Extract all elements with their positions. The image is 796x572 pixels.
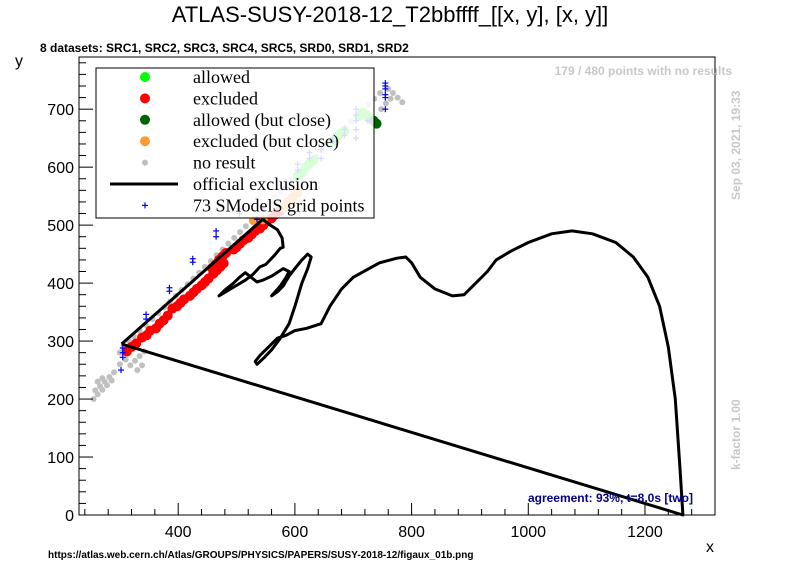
grid-point <box>382 106 389 113</box>
chart-title: ATLAS-SUSY-2018-12_T2bbffff_[[x, y], [x,… <box>172 2 609 27</box>
y-tick-label: 100 <box>47 450 74 467</box>
x-axis-title: x <box>706 539 714 556</box>
no-result-count-note: 179 / 480 points with no results <box>555 64 733 78</box>
date-stamp: Sep 03, 2021, 19:33 <box>729 90 743 200</box>
y-tick-label: 0 <box>65 508 74 525</box>
no-result-point <box>225 240 232 247</box>
y-tick-label: 300 <box>47 334 74 351</box>
no-result-point <box>136 353 143 360</box>
x-tick-label: 400 <box>165 524 192 541</box>
grid-point <box>213 233 220 240</box>
y-tick-label: 600 <box>47 160 74 177</box>
plot-frame <box>78 56 716 516</box>
no-result-point <box>92 387 99 394</box>
x-tick-label: 800 <box>398 524 425 541</box>
x-tick-label: 1000 <box>510 524 546 541</box>
legend-swatch <box>140 72 150 82</box>
legend-swatch <box>140 136 150 147</box>
agreement-note: agreement: 93%, t=8.0s [two] <box>528 491 693 505</box>
chart-subtitle: 8 datasets: SRC1, SRC2, SRC3, SRC4, SRC5… <box>40 41 409 55</box>
no-result-point <box>90 396 97 403</box>
no-result-point <box>134 367 141 374</box>
legend-swatch <box>140 93 150 104</box>
grid-point <box>382 91 389 98</box>
official-exclusion-line <box>120 217 685 517</box>
legend-label: excluded <box>193 88 258 108</box>
y-tick-label: 500 <box>47 218 74 235</box>
legend-swatch <box>142 202 148 209</box>
grid-point <box>143 311 150 318</box>
axis-layer: 400 600 800 1000 1200 0 100 200 300 400 500 600 700 <box>47 62 693 541</box>
no-result-point <box>127 362 134 369</box>
no-result-point <box>387 95 394 102</box>
grid-point <box>166 284 173 291</box>
grid-point <box>382 80 389 87</box>
y-axis-title: y <box>15 53 23 70</box>
y-tick-label: 400 <box>47 276 74 293</box>
y-tick-label: 200 <box>47 392 74 409</box>
legend-label: excluded (but close) <box>193 131 339 152</box>
no-result-point <box>97 383 104 390</box>
x-tick-label: 600 <box>282 524 309 541</box>
grid-point <box>189 255 196 262</box>
no-result-point <box>111 369 118 376</box>
no-result-point <box>231 234 238 241</box>
no-result-point <box>399 99 406 106</box>
no-result-point <box>382 100 389 107</box>
grid-point <box>213 227 220 234</box>
legend-label: allowed (but close) <box>193 110 331 131</box>
no-result-point <box>106 374 113 381</box>
no-result-point <box>237 229 244 236</box>
no-result-point <box>139 362 146 369</box>
grid-point <box>118 367 125 374</box>
legend-label: allowed <box>193 67 250 87</box>
legend-swatch <box>142 159 148 166</box>
no-result-point <box>377 89 384 96</box>
no-result-point <box>389 89 396 96</box>
no-result-point <box>378 106 385 113</box>
source-url: https://atlas.web.cern.ch/Atlas/GROUPS/P… <box>48 550 474 561</box>
no-result-point <box>99 375 106 382</box>
no-result-point <box>122 356 129 363</box>
legend-label: 73 SModelS grid points <box>193 195 365 215</box>
no-result-point <box>94 378 101 385</box>
no-result-point <box>116 361 123 368</box>
grid-point <box>119 345 126 352</box>
legend-swatch <box>140 114 150 125</box>
no-result-point <box>132 357 139 364</box>
no-result-point <box>242 223 249 230</box>
no-result-point <box>394 94 401 101</box>
y-tick-label: 700 <box>47 102 74 119</box>
x-tick-label: 1200 <box>627 524 663 541</box>
legend-label: official exclusion <box>193 174 318 194</box>
kfactor-stamp: k-factor 1.00 <box>729 399 743 470</box>
legend-label: no result <box>193 153 256 173</box>
series-excluded <box>121 206 285 357</box>
